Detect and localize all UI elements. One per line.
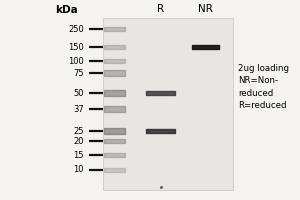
- Text: 150: 150: [68, 43, 84, 51]
- Bar: [103, 18, 232, 190]
- Text: 15: 15: [74, 150, 84, 160]
- Text: kDa: kDa: [55, 5, 77, 15]
- Text: 10: 10: [74, 166, 84, 174]
- Text: R: R: [157, 4, 164, 14]
- Text: 25: 25: [74, 127, 84, 136]
- Text: 37: 37: [73, 104, 84, 114]
- Text: 75: 75: [74, 68, 84, 77]
- Text: 50: 50: [74, 88, 84, 98]
- Text: 2ug loading
NR=Non-
reduced
R=reduced: 2ug loading NR=Non- reduced R=reduced: [238, 64, 290, 110]
- Text: 250: 250: [68, 24, 84, 33]
- Text: NR: NR: [198, 4, 213, 14]
- Text: 20: 20: [74, 136, 84, 146]
- Text: 100: 100: [68, 56, 84, 66]
